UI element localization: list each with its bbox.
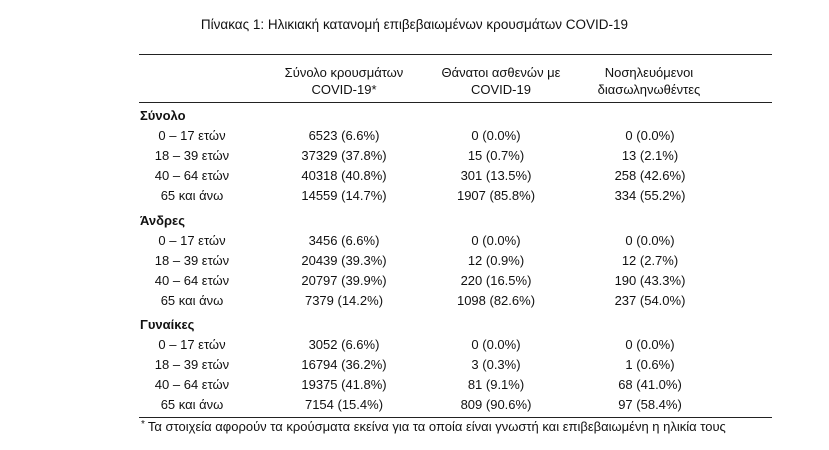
column-header-line: COVID-19 — [471, 82, 531, 97]
table-row: 18 – 39 ετών 37329 (37.8%) 15 (0.7%) 13 … — [0, 148, 829, 168]
table-row: 65 και άνω 7379 (14.2%) 1098 (82.6%) 237… — [0, 293, 829, 313]
age-cell: 0 – 17 ετών — [158, 233, 226, 248]
age-cell: 18 – 39 ετών — [154, 357, 230, 372]
cases-cell: 3052 (6.6%) — [308, 337, 380, 352]
age-cell: 40 – 64 ετών — [154, 273, 230, 288]
table-bottom-rule — [139, 417, 772, 418]
table-row: 18 – 39 ετών 16794 (36.2%) 3 (0.3%) 1 (0… — [0, 357, 829, 377]
intubated-cell: 0 (0.0%) — [625, 233, 675, 248]
column-header-line: COVID-19* — [311, 82, 377, 97]
cases-cell: 20439 (39.3%) — [301, 253, 387, 268]
cases-cell: 7154 (15.4%) — [304, 397, 384, 412]
deaths-cell: 12 (0.9%) — [467, 253, 525, 268]
age-cell: 65 και άνω — [160, 293, 224, 308]
table-footnote: * Τα στοιχεία αφορούν τα κρούσματα εκείνα… — [141, 419, 726, 434]
column-header-deaths: Θάνατοι ασθενών με COVID-19 — [426, 64, 576, 98]
intubated-cell: 68 (41.0%) — [618, 377, 682, 392]
deaths-cell: 0 (0.0%) — [471, 337, 521, 352]
footnote-text: Τα στοιχεία αφορούν τα κρούσματα εκείνα … — [147, 419, 726, 434]
age-cell: 40 – 64 ετών — [154, 168, 230, 183]
table-row: 65 και άνω 14559 (14.7%) 1907 (85.8%) 33… — [0, 188, 829, 208]
deaths-cell: 0 (0.0%) — [471, 233, 521, 248]
intubated-cell: 97 (58.4%) — [618, 397, 682, 412]
deaths-cell: 1907 (85.8%) — [456, 188, 536, 203]
cases-cell: 19375 (41.8%) — [301, 377, 387, 392]
intubated-cell: 1 (0.6%) — [625, 357, 675, 372]
deaths-cell: 1098 (82.6%) — [456, 293, 536, 308]
group-title: Άνδρες — [140, 213, 185, 228]
deaths-cell: 15 (0.7%) — [467, 148, 525, 163]
intubated-cell: 0 (0.0%) — [625, 128, 675, 143]
column-header-line: Νοσηλευόμενοι — [604, 65, 694, 80]
deaths-cell: 3 (0.3%) — [471, 357, 521, 372]
table-row: 0 – 17 ετών 6523 (6.6%) 0 (0.0%) 0 (0.0%… — [0, 128, 829, 148]
cases-cell: 14559 (14.7%) — [301, 188, 387, 203]
table-row: 40 – 64 ετών 40318 (40.8%) 301 (13.5%) 2… — [0, 168, 829, 188]
column-header-total-cases: Σύνολο κρουσμάτων COVID-19* — [264, 64, 424, 98]
table-top-rule — [139, 54, 772, 55]
table-row: 65 και άνω 7154 (15.4%) 809 (90.6%) 97 (… — [0, 397, 829, 417]
cases-cell: 3456 (6.6%) — [308, 233, 380, 248]
deaths-cell: 0 (0.0%) — [471, 128, 521, 143]
intubated-cell: 190 (43.3%) — [614, 273, 686, 288]
intubated-cell: 13 (2.1%) — [621, 148, 679, 163]
deaths-cell: 220 (16.5%) — [460, 273, 532, 288]
cases-cell: 40318 (40.8%) — [301, 168, 387, 183]
cases-cell: 16794 (36.2%) — [301, 357, 387, 372]
intubated-cell: 237 (54.0%) — [614, 293, 686, 308]
intubated-cell: 12 (2.7%) — [621, 253, 679, 268]
column-header-intubated: Νοσηλευόμενοι διασωληνωθέντες — [574, 64, 724, 98]
table-row: 0 – 17 ετών 3456 (6.6%) 0 (0.0%) 0 (0.0%… — [0, 233, 829, 253]
table-row: 40 – 64 ετών 20797 (39.9%) 220 (16.5%) 1… — [0, 273, 829, 293]
group-title: Σύνολο — [140, 108, 186, 123]
table-row: 40 – 64 ετών 19375 (41.8%) 81 (9.1%) 68 … — [0, 377, 829, 397]
deaths-cell: 809 (90.6%) — [460, 397, 532, 412]
age-cell: 18 – 39 ετών — [154, 148, 230, 163]
column-header-line: Θάνατοι ασθενών με — [441, 65, 561, 80]
age-cell: 65 και άνω — [160, 397, 224, 412]
table-header-rule — [139, 102, 772, 103]
cases-cell: 7379 (14.2%) — [304, 293, 384, 308]
column-header-line: Σύνολο κρουσμάτων — [284, 65, 404, 80]
deaths-cell: 301 (13.5%) — [460, 168, 532, 183]
age-cell: 18 – 39 ετών — [154, 253, 230, 268]
cases-cell: 20797 (39.9%) — [301, 273, 387, 288]
age-cell: 40 – 64 ετών — [154, 377, 230, 392]
column-header-line: διασωληνωθέντες — [597, 82, 701, 97]
intubated-cell: 0 (0.0%) — [625, 337, 675, 352]
footnote-marker: * — [141, 419, 145, 430]
age-cell: 65 και άνω — [160, 188, 224, 203]
intubated-cell: 258 (42.6%) — [614, 168, 686, 183]
table-row: 18 – 39 ετών 20439 (39.3%) 12 (0.9%) 12 … — [0, 253, 829, 273]
group-title: Γυναίκες — [140, 317, 195, 332]
table-row: 0 – 17 ετών 3052 (6.6%) 0 (0.0%) 0 (0.0%… — [0, 337, 829, 357]
cases-cell: 37329 (37.8%) — [301, 148, 387, 163]
deaths-cell: 81 (9.1%) — [467, 377, 525, 392]
table-caption: Πίνακας 1: Ηλικιακή κατανομή επιβεβαιωμέ… — [200, 17, 629, 32]
age-cell: 0 – 17 ετών — [158, 128, 226, 143]
cases-cell: 6523 (6.6%) — [308, 128, 380, 143]
age-cell: 0 – 17 ετών — [158, 337, 226, 352]
intubated-cell: 334 (55.2%) — [614, 188, 686, 203]
